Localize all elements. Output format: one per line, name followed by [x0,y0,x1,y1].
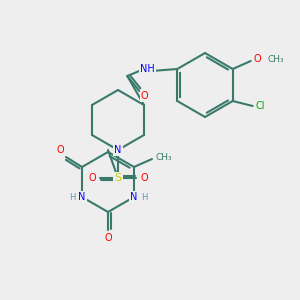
Text: O: O [88,173,96,183]
Text: N: N [114,145,122,155]
Text: N: N [78,192,86,202]
Text: Cl: Cl [256,101,266,111]
Text: N: N [130,192,138,202]
Text: CH₃: CH₃ [156,152,172,161]
Text: O: O [254,54,262,64]
Text: O: O [56,145,64,155]
Text: O: O [104,233,112,243]
Text: H: H [141,193,147,202]
Text: H: H [69,193,75,202]
Text: CH₃: CH₃ [268,55,284,64]
Text: NH: NH [140,64,155,74]
Text: S: S [114,173,122,183]
Text: O: O [140,173,148,183]
Text: O: O [140,91,148,101]
